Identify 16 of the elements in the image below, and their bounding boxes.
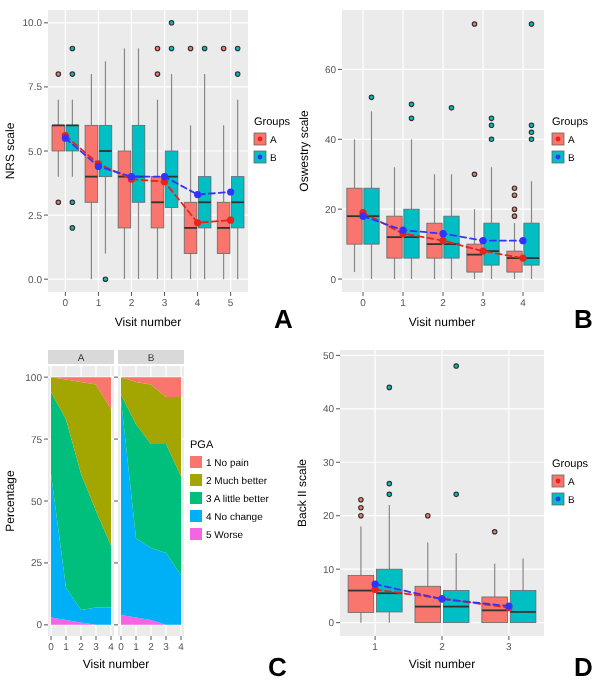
point	[227, 188, 235, 196]
point	[193, 190, 202, 199]
point	[227, 216, 235, 224]
text: D	[574, 652, 593, 682]
point	[160, 173, 169, 181]
point	[519, 237, 527, 245]
text: C	[268, 652, 288, 682]
point	[479, 237, 487, 245]
text: A	[274, 304, 294, 334]
point	[193, 219, 202, 227]
text: B	[574, 304, 593, 334]
point	[371, 580, 379, 588]
point	[439, 237, 447, 245]
point	[479, 247, 487, 255]
point	[519, 254, 527, 262]
point	[439, 230, 447, 238]
